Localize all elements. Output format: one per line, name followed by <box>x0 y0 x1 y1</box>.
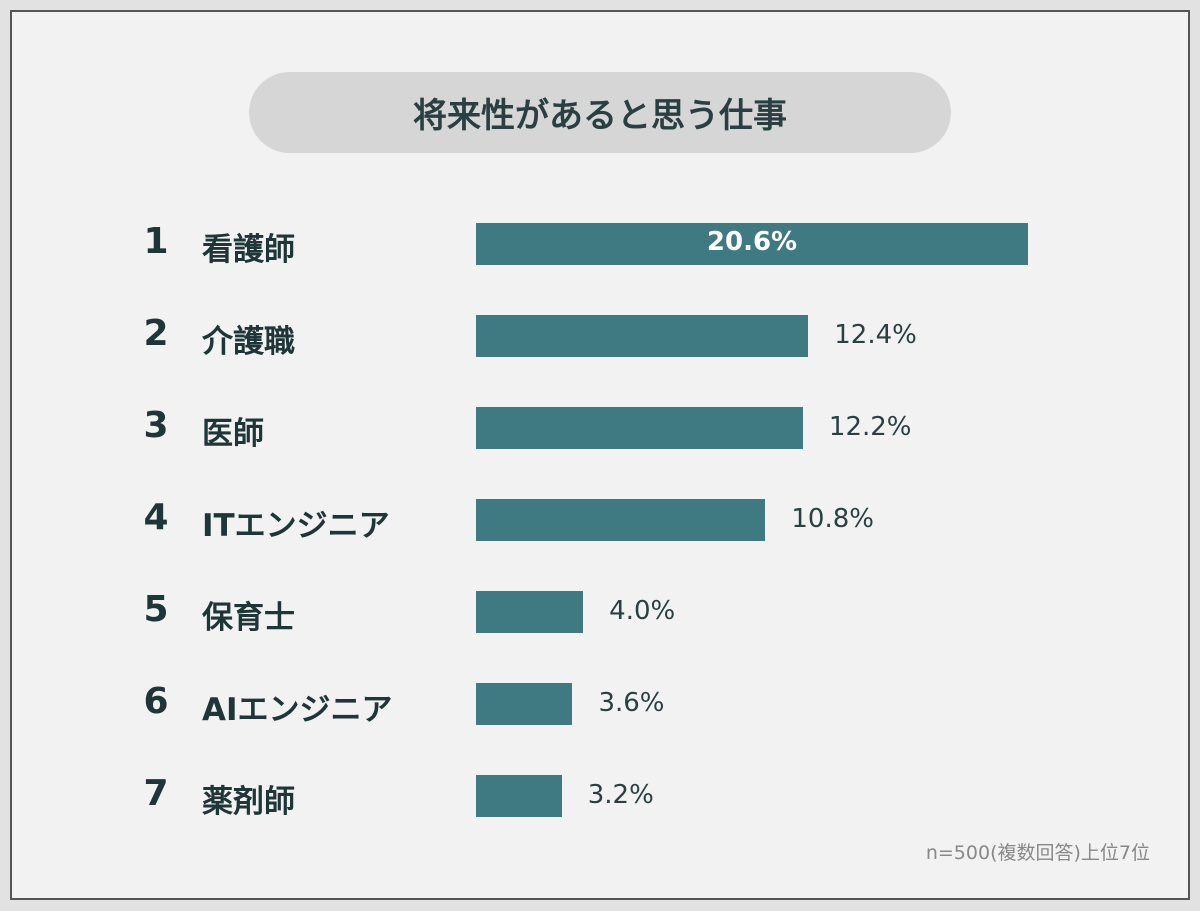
rank-label: 2 <box>143 313 169 354</box>
value-label: 3.6% <box>598 688 665 718</box>
category-label: AIエンジニア <box>202 692 393 728</box>
rank-label: 7 <box>143 773 169 814</box>
rank-label: 1 <box>143 221 169 262</box>
category-label: 介護職 <box>202 324 295 360</box>
value-label: 3.2% <box>587 780 654 810</box>
bar <box>476 591 584 633</box>
bar <box>476 407 803 449</box>
category-label: 看護師 <box>202 232 295 268</box>
category-label: ITエンジニア <box>202 508 390 544</box>
category-label: 薬剤師 <box>202 784 295 820</box>
sample-note: n=500(複数回答)上位7位 <box>925 842 1150 864</box>
rank-label: 5 <box>143 589 169 630</box>
bar <box>476 775 562 817</box>
value-label: 10.8% <box>791 504 874 534</box>
value-label: 4.0% <box>609 596 676 626</box>
bar <box>476 223 1028 265</box>
rank-label: 4 <box>143 497 169 538</box>
value-label: 12.4% <box>834 320 917 350</box>
bar <box>476 683 573 725</box>
chart-title: 将来性があると思う仕事 <box>249 72 951 153</box>
chart-frame <box>10 10 1190 900</box>
rank-label: 3 <box>143 405 169 446</box>
bar <box>476 315 809 357</box>
bar <box>476 499 766 541</box>
value-label: 20.6% <box>706 227 798 257</box>
rank-label: 6 <box>143 681 169 722</box>
category-label: 保育士 <box>202 600 295 636</box>
category-label: 医師 <box>202 416 264 452</box>
value-label: 12.2% <box>828 412 912 442</box>
